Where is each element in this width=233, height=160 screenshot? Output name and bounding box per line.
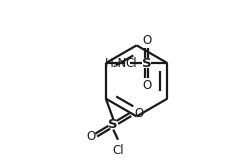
Text: O: O (142, 34, 151, 47)
Text: S: S (142, 57, 152, 70)
Text: O: O (134, 107, 143, 120)
Text: H₂N: H₂N (105, 57, 127, 70)
Text: O: O (142, 79, 151, 92)
Text: S: S (109, 118, 118, 131)
Text: O: O (86, 130, 96, 143)
Text: Cl: Cl (112, 144, 124, 157)
Text: Cl: Cl (125, 57, 137, 70)
